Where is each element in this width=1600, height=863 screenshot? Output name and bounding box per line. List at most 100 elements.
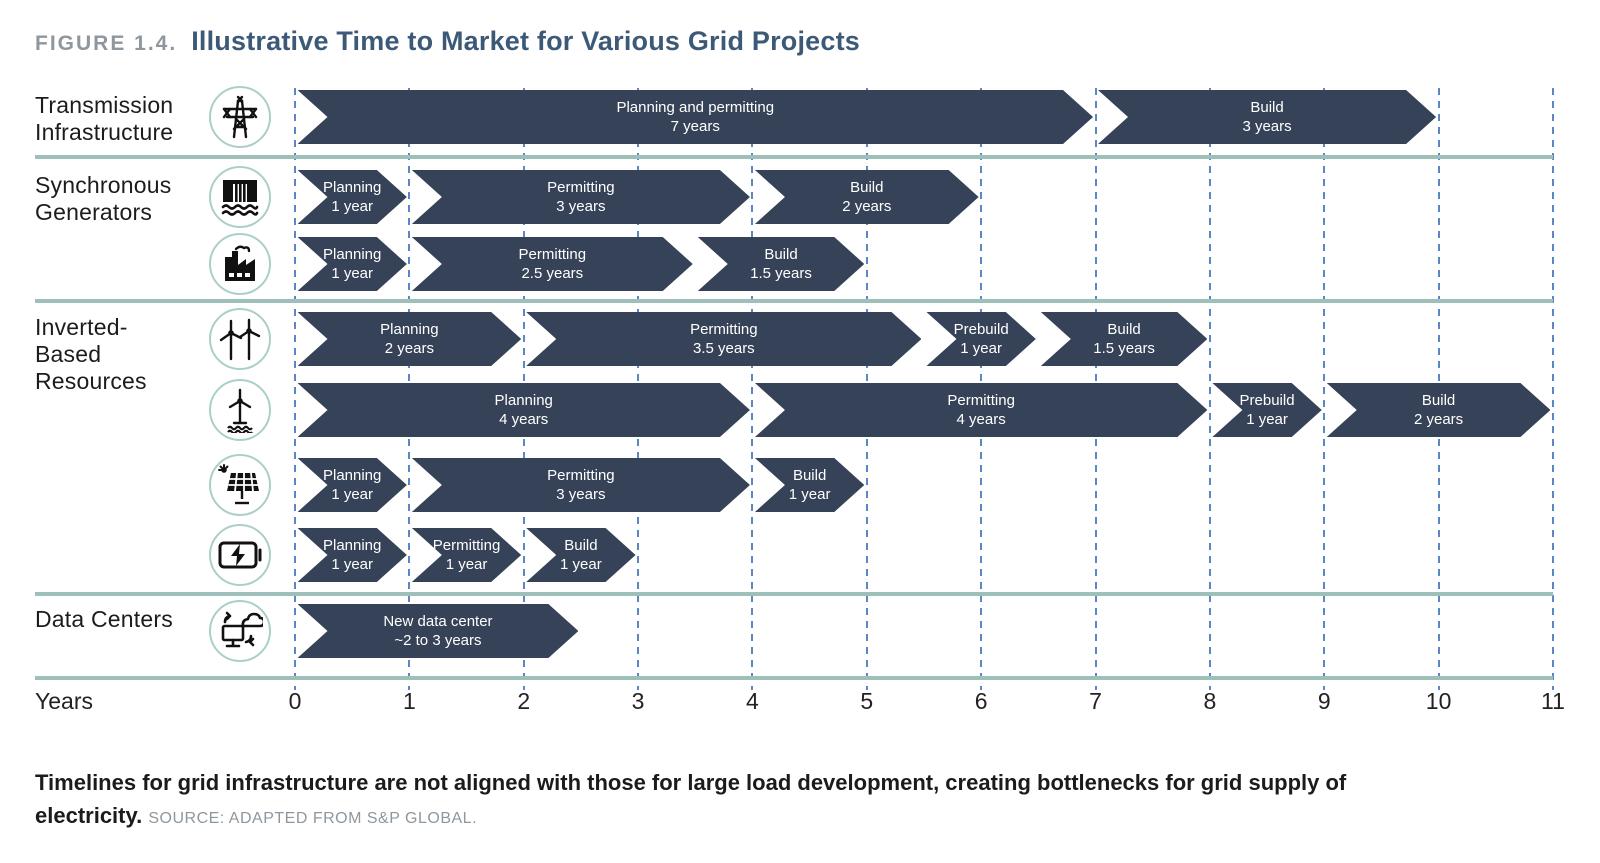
timeline-segment: New data center ~2 to 3 years	[298, 604, 579, 658]
axis-tick-label: 7	[1089, 688, 1102, 714]
segment-duration-label: 1 year	[331, 265, 374, 282]
segment-duration-label: 3 years	[556, 198, 606, 215]
segment-phase-label: Planning	[494, 392, 553, 409]
segment-phase-label: Build	[564, 537, 598, 554]
battery-storage-icon	[209, 524, 271, 586]
segment-phase-label: Planning	[322, 467, 382, 484]
segment-duration-label: 1 year	[1246, 411, 1288, 428]
segment-duration-label: 4 years	[499, 411, 549, 428]
timeline-segment: Permitting 1 year	[412, 528, 521, 582]
axis-tick-label: 10	[1425, 688, 1452, 714]
segment-phase-label: Build	[1107, 321, 1141, 338]
segment-duration-label: 2 years	[384, 340, 434, 357]
axis-tick-label: 3	[631, 688, 645, 714]
segment-duration-label: 1 year	[445, 556, 488, 573]
segment-phase-label: Prebuild	[953, 321, 1009, 338]
segment-duration-label: 1 year	[788, 486, 831, 503]
timeline-segment: Build 1.5 years	[698, 237, 865, 291]
figure-title: Illustrative Time to Market for Various …	[191, 26, 861, 56]
segment-phase-label: Permitting	[432, 537, 501, 554]
timeline-segment: Permitting 4 years	[755, 383, 1207, 437]
group-label-line: Transmission	[35, 92, 174, 118]
timeline-segment: Build 2 years	[1327, 383, 1551, 437]
group-separator	[35, 299, 1553, 303]
segment-duration-label: 1 year	[560, 556, 602, 573]
segment-duration-label: 1.5 years	[750, 265, 812, 282]
group-label: Synchronous Generators	[35, 172, 171, 226]
segment-duration-label: ~2 to 3 years	[394, 632, 482, 649]
timeline-segment: Permitting 3.5 years	[526, 312, 921, 366]
group-label: Data Centers	[35, 606, 173, 633]
figure-number-label: FIGURE 1.4.	[35, 32, 178, 55]
segment-phase-label: Planning and permitting	[616, 99, 775, 116]
segment-duration-label: 2 years	[1413, 411, 1464, 428]
timeline-segment: Planning 4 years	[298, 383, 750, 437]
timeline-segment: Planning 1 year	[298, 458, 407, 512]
timeline-segment: Planning 2 years	[298, 312, 522, 366]
axis-label-years: Years	[35, 688, 93, 714]
axis-tick-label: 5	[860, 688, 874, 714]
segment-duration-label: 2.5 years	[521, 265, 584, 282]
segment-phase-label: Build	[764, 246, 798, 263]
axis-tick-label: 8	[1203, 688, 1217, 714]
axis-tick-label: 6	[974, 688, 988, 714]
axis-line	[35, 676, 1553, 680]
group-label-line: Data Centers	[35, 606, 173, 632]
timeline-segment: Planning 1 year	[298, 237, 407, 291]
segment-duration-label: 7 years	[670, 118, 720, 135]
segment-phase-label: Build	[1421, 392, 1456, 409]
segment-phase-label: Permitting	[947, 392, 1015, 409]
group-label-line: Infrastructure	[35, 119, 174, 145]
timeline-segment: Permitting 3 years	[412, 458, 750, 512]
segment-phase-label: New data center	[383, 613, 493, 630]
axis-tick-label: 9	[1317, 688, 1331, 714]
timeline-segment: Prebuild 1 year	[1212, 383, 1321, 437]
segment-phase-label: Permitting	[547, 467, 615, 484]
segment-duration-label: 1 year	[331, 556, 374, 573]
segment-phase-label: Planning	[322, 537, 382, 554]
timeline-segment: Build 1 year	[526, 528, 635, 582]
segment-duration-label: 2 years	[842, 198, 892, 215]
segment-phase-label: Planning	[322, 246, 382, 263]
year-gridline	[751, 88, 754, 690]
segment-duration-label: 3 years	[1242, 118, 1292, 135]
timeline-segment: Planning and permitting 7 years	[298, 90, 1094, 144]
figure-caption: Timelines for grid infrastructure are no…	[35, 766, 1455, 835]
axis-tick-label: 0	[288, 688, 302, 714]
axis-tick-label: 11	[1541, 688, 1565, 714]
group-label: Inverted- Based Resources	[35, 314, 147, 395]
segment-duration-label: 1.5 years	[1093, 340, 1155, 357]
data-center-cloud-icon	[209, 600, 271, 662]
segment-duration-label: 1 year	[960, 340, 1002, 357]
year-gridline	[1551, 88, 1554, 690]
group-label: Transmission Infrastructure	[35, 92, 173, 146]
timeline-segment: Build 1 year	[755, 458, 864, 512]
segment-phase-label: Build	[850, 179, 884, 196]
year-gridline	[1323, 88, 1326, 690]
timeline-segment: Planning 1 year	[298, 170, 407, 224]
axis-tick-label: 4	[746, 688, 759, 714]
transmission-tower-icon	[209, 86, 271, 148]
group-label-line: Inverted-	[35, 314, 128, 340]
segment-phase-label: Build	[792, 467, 827, 484]
caption-text: Timelines for grid infrastructure are no…	[35, 770, 1347, 828]
segment-duration-label: 4 years	[956, 411, 1006, 428]
hydro-dam-icon	[209, 166, 271, 228]
timeline-segment: Build 2 years	[755, 170, 979, 224]
factory-plant-icon	[209, 233, 271, 295]
onshore-wind-icon	[209, 308, 271, 370]
segment-phase-label: Planning	[322, 179, 382, 196]
segment-duration-label: 3 years	[556, 486, 606, 503]
timeline-segment: Build 1.5 years	[1041, 312, 1208, 366]
axis-tick-label: 1	[402, 688, 416, 714]
timeline-segment: Prebuild 1 year	[926, 312, 1035, 366]
axis-tick-label: 2	[517, 688, 531, 714]
segment-duration-label: 3.5 years	[692, 340, 755, 357]
segment-phase-label: Permitting	[690, 321, 758, 338]
group-label-line: Synchronous	[35, 172, 172, 198]
timeline-segment: Planning 1 year	[298, 528, 407, 582]
caption-source: SOURCE: ADAPTED FROM S&P GLOBAL.	[148, 810, 478, 827]
offshore-wind-icon	[209, 379, 271, 441]
segment-phase-label: Build	[1250, 99, 1284, 116]
